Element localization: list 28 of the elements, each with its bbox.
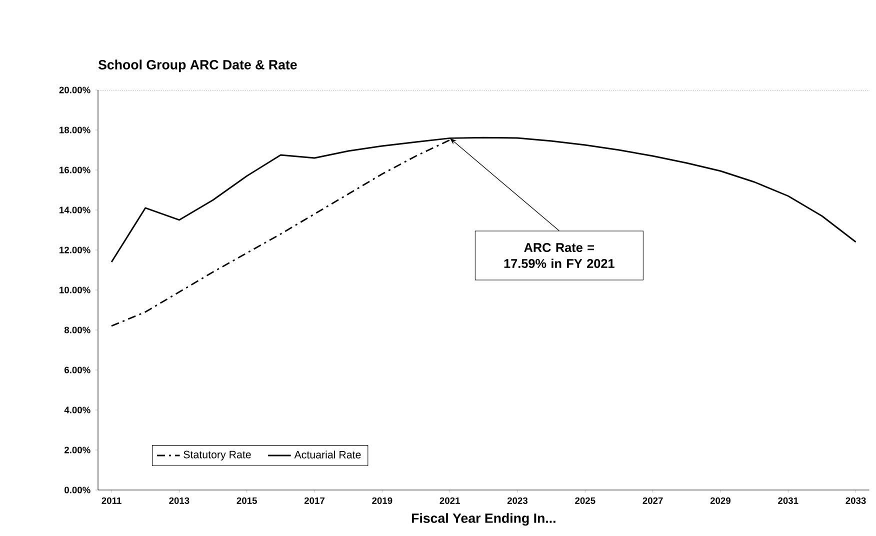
x-tick-label: 2011	[102, 497, 122, 504]
y-tick-label: 0.00%	[64, 486, 90, 494]
y-tick-label: 6.00%	[64, 366, 90, 374]
x-tick-label: 2021	[440, 497, 460, 504]
y-tick-label: 10.00%	[60, 286, 90, 294]
x-tick-label: 2017	[304, 497, 324, 504]
y-tick-label: 16.00%	[60, 166, 90, 174]
x-axis-title: Fiscal Year Ending In...	[412, 513, 556, 526]
x-tick-label: 2025	[575, 497, 596, 504]
y-tick-label: 4.00%	[64, 406, 90, 414]
x-tick-label: 2033	[846, 497, 866, 504]
y-tick-label: 18.00%	[60, 126, 90, 134]
x-tick-label: 2015	[236, 497, 257, 504]
y-tick-label: 12.00%	[60, 246, 90, 254]
x-tick-label: 2023	[507, 497, 528, 504]
x-tick-label: 2031	[778, 497, 798, 504]
legend-label: Actuarial Rate	[294, 450, 361, 458]
x-tick-label: 2027	[642, 497, 663, 504]
y-tick-label: 2.00%	[64, 446, 90, 454]
annotation: ARC Rate = 17.59% in FY 2021	[504, 243, 614, 268]
chart-title: School Group ARC Date & Rate	[98, 60, 297, 72]
x-tick-label: 2019	[372, 497, 392, 504]
y-tick-label: 20.00%	[59, 86, 90, 94]
legend-label: Statutory Rate	[184, 450, 251, 460]
x-tick-label: 2029	[710, 497, 730, 504]
x-tick-label: 2013	[169, 497, 190, 504]
y-tick-label: 8.00%	[64, 326, 90, 334]
y-tick-label: 14.00%	[60, 206, 90, 214]
